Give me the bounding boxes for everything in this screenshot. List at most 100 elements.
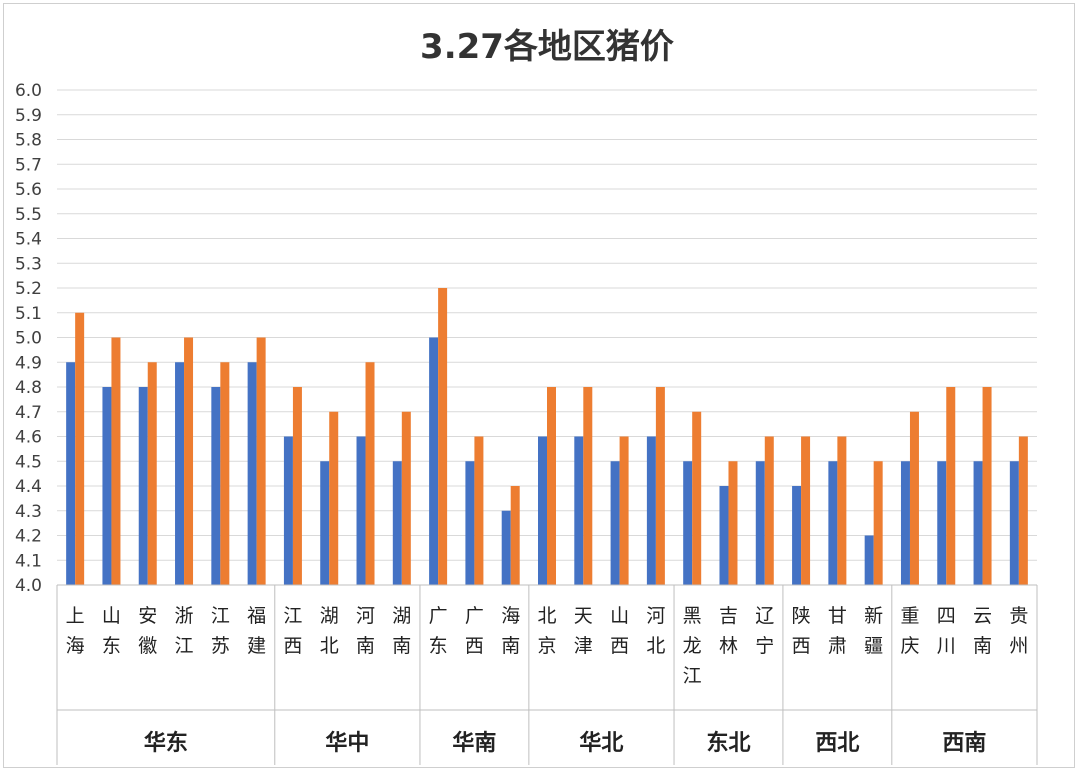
bar <box>828 461 838 585</box>
bar <box>138 387 148 585</box>
bar <box>1009 461 1019 585</box>
bar <box>465 461 475 585</box>
bar <box>837 436 847 585</box>
bar <box>619 436 629 585</box>
bar <box>937 461 947 585</box>
bar <box>655 387 665 585</box>
y-tick-label: 4.5 <box>15 452 42 472</box>
bar <box>211 387 221 585</box>
x-tick-label: 湖 <box>392 605 411 627</box>
group-label: 华南 <box>452 730 496 756</box>
x-tick-label: 甘 <box>828 605 847 627</box>
group-label: 华东 <box>144 730 188 756</box>
bar <box>365 362 375 585</box>
x-tick-label: 南 <box>501 635 520 657</box>
y-tick-label: 4.3 <box>15 502 42 522</box>
x-axis: 上海山东安徽浙江江苏福建江西湖北河南湖南广东广西海南北京天津山西河北黑龙江吉林辽… <box>56 584 1038 765</box>
x-tick-label: 江 <box>683 665 702 687</box>
x-tick-label: 徽 <box>138 635 157 657</box>
x-tick-label: 广 <box>465 605 484 627</box>
bar <box>147 362 157 585</box>
bar <box>111 337 121 585</box>
bar <box>692 411 702 585</box>
x-tick-label: 天 <box>574 605 593 627</box>
bar <box>102 387 112 585</box>
bar <box>175 362 185 585</box>
x-tick-label: 江 <box>211 605 230 627</box>
x-tick-label: 安 <box>138 605 157 627</box>
y-tick-label: 5.2 <box>15 279 42 299</box>
x-tick-label: 北 <box>646 635 665 657</box>
x-tick-label: 上 <box>66 605 85 627</box>
bar <box>329 411 339 585</box>
y-tick-label: 5.4 <box>15 230 42 250</box>
y-tick-label: 6.0 <box>15 81 42 101</box>
bar <box>220 362 230 585</box>
bar <box>909 411 919 585</box>
bar <box>356 436 366 585</box>
bar <box>283 436 293 585</box>
x-tick-label: 建 <box>247 635 266 657</box>
bar <box>66 362 76 585</box>
x-tick-label: 西 <box>465 635 484 657</box>
x-tick-label: 肃 <box>828 635 847 657</box>
bar <box>320 461 330 585</box>
bar <box>574 436 584 585</box>
bar <box>1018 436 1028 585</box>
y-tick-label: 5.9 <box>15 106 42 126</box>
bar <box>292 387 302 585</box>
x-tick-label: 浙 <box>175 605 194 627</box>
x-tick-label: 四 <box>937 605 956 627</box>
bar <box>401 411 411 585</box>
x-tick-label: 江 <box>283 605 302 627</box>
y-tick-label: 5.0 <box>15 329 42 349</box>
x-tick-label: 山 <box>102 605 121 627</box>
bar <box>429 337 439 585</box>
x-tick-label: 苏 <box>211 635 230 657</box>
x-tick-label: 东 <box>102 635 121 657</box>
group-label: 华中 <box>325 730 369 756</box>
x-tick-label: 黑 <box>683 605 702 627</box>
x-tick-label: 山 <box>610 605 629 627</box>
x-tick-label: 海 <box>66 635 85 657</box>
x-tick-label: 河 <box>646 605 665 627</box>
bar <box>438 288 448 585</box>
bar <box>801 436 811 585</box>
y-tick-label: 5.3 <box>15 254 42 274</box>
bar <box>900 461 910 585</box>
bar <box>755 461 765 585</box>
y-tick-label: 4.6 <box>15 428 42 448</box>
x-tick-label: 北 <box>537 605 556 627</box>
bar <box>501 510 511 585</box>
bar <box>392 461 402 585</box>
x-tick-label: 吉 <box>719 605 738 627</box>
x-tick-label: 云 <box>973 605 992 627</box>
y-tick-label: 4.9 <box>15 353 42 373</box>
group-label: 西北 <box>815 731 859 756</box>
x-tick-label: 新 <box>864 605 883 627</box>
y-tick-label: 4.2 <box>15 527 42 547</box>
x-tick-label: 陕 <box>792 605 811 627</box>
x-tick-label: 疆 <box>864 635 883 657</box>
x-tick-label: 川 <box>937 635 956 657</box>
bar <box>510 486 520 585</box>
bar <box>792 486 802 585</box>
bar <box>764 436 774 585</box>
y-tick-label: 5.6 <box>15 180 42 200</box>
x-tick-label: 西 <box>283 635 302 657</box>
x-tick-label: 辽 <box>755 605 774 627</box>
bar <box>946 387 956 585</box>
bar <box>610 461 620 585</box>
bar <box>538 436 547 585</box>
x-tick-label: 京 <box>537 635 556 657</box>
x-tick-label: 南 <box>356 635 375 657</box>
bar <box>474 436 484 585</box>
bars <box>66 288 1028 585</box>
bar <box>683 461 693 585</box>
y-tick-label: 4.8 <box>15 378 42 398</box>
y-tick-label: 4.1 <box>15 551 42 571</box>
bar <box>728 461 738 585</box>
x-tick-label: 重 <box>900 605 919 627</box>
bar <box>247 362 257 585</box>
y-tick-label: 5.7 <box>15 155 42 175</box>
